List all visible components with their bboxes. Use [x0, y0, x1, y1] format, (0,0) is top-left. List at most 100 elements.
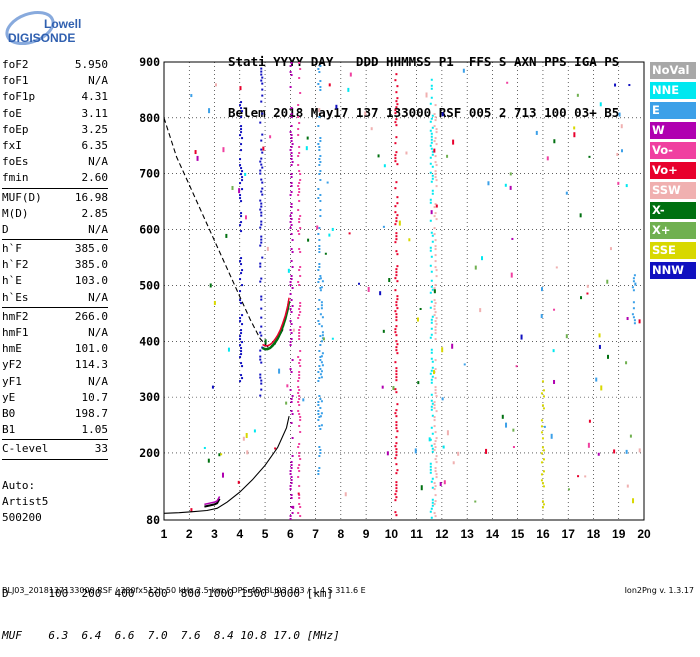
extrapolated-profile-line [163, 117, 289, 348]
legend-item: NNW [650, 262, 696, 279]
echo-point [290, 155, 293, 157]
x-tick-label: 14 [486, 527, 500, 541]
echo-point [431, 501, 434, 504]
echo-point [542, 449, 545, 452]
echo-point [289, 227, 292, 229]
noise-point [479, 308, 482, 313]
echo-point [318, 377, 321, 379]
f-layer-trace-o [262, 297, 290, 347]
echo-point [430, 138, 433, 141]
echo-point [289, 485, 292, 487]
echo-point [239, 104, 242, 107]
echo-point [290, 467, 293, 469]
param-value: N/A [88, 290, 108, 304]
echo-point [240, 200, 243, 203]
echo-point [320, 286, 323, 289]
echo-point [318, 149, 321, 151]
param-row: MUF(D) 16.98 [2, 190, 108, 206]
echo-point [430, 381, 433, 384]
echo-point [431, 174, 434, 177]
echo-point [434, 332, 437, 335]
echo-point [290, 164, 293, 166]
noise-point [208, 108, 211, 114]
noise-point [573, 126, 576, 130]
param-value: 1.05 [81, 423, 109, 437]
x-tick-label: 8 [337, 527, 344, 541]
echo-point [434, 329, 437, 332]
echo-point [396, 352, 399, 355]
noise-point [599, 102, 602, 107]
echo-point [431, 126, 434, 129]
echo-point [290, 152, 293, 154]
echo-point [317, 233, 320, 235]
noise-point [597, 452, 600, 456]
echo-point [260, 325, 263, 328]
echo-point [240, 125, 243, 128]
echo-point [290, 146, 293, 148]
echo-point [259, 226, 262, 229]
echo-point [434, 155, 437, 158]
echo-point [298, 284, 301, 286]
echo-point [290, 218, 293, 220]
version-label: Ion2Png v. 1.3.17 [624, 586, 694, 595]
echo-point [394, 331, 397, 334]
echo-point [395, 346, 398, 349]
echo-point [297, 386, 300, 388]
noise-point [364, 111, 367, 116]
y-tick-label: 700 [139, 167, 160, 181]
echo-point [434, 284, 437, 287]
noise-point [584, 475, 587, 478]
echo-point [298, 362, 301, 364]
param-separator [2, 458, 108, 460]
echo-point [396, 97, 399, 100]
echo-point [395, 124, 398, 127]
echo-point [319, 415, 322, 418]
noise-point [520, 334, 523, 340]
noise-point [462, 68, 465, 73]
echo-point [260, 388, 263, 391]
legend-item: W [650, 122, 696, 139]
param-row: h`Es N/A [2, 290, 108, 306]
echo-point [542, 503, 545, 506]
y-tick-label: 200 [139, 446, 160, 460]
echo-point [298, 398, 301, 400]
echo-point [298, 332, 301, 334]
noise-point [227, 347, 230, 352]
noise-point [218, 453, 221, 457]
x-tick-label: 15 [511, 527, 525, 541]
echo-point [394, 157, 397, 160]
echo-point [394, 499, 397, 502]
echo-point [320, 424, 323, 427]
noise-point [463, 363, 466, 366]
param-row: hmE 101.0 [2, 341, 108, 357]
echo-point [317, 269, 320, 271]
echo-point [430, 141, 433, 144]
echo-point [298, 413, 301, 415]
noise-point [543, 425, 546, 428]
echo-point [433, 206, 436, 209]
echo-point [260, 277, 263, 280]
echo-point [317, 197, 320, 199]
noise-point [398, 220, 401, 226]
echo-point [318, 323, 321, 325]
echo-point [290, 140, 293, 142]
echo-point [319, 200, 322, 202]
echo-point [429, 249, 432, 252]
noise-point [383, 164, 386, 168]
echo-point [434, 104, 437, 107]
echo-point [297, 476, 300, 478]
noise-point [446, 430, 449, 436]
echo-point [396, 196, 399, 199]
echo-point [298, 335, 301, 337]
echo-point [289, 131, 292, 133]
echo-point [395, 370, 398, 373]
noise-point [474, 265, 477, 270]
echo-point [290, 248, 293, 250]
echo-point [260, 238, 263, 241]
y-tick-label: 80 [146, 513, 160, 527]
echo-point [291, 305, 294, 307]
echo-point [319, 398, 322, 400]
echo-point [297, 194, 300, 196]
echo-point [430, 378, 433, 381]
logo-text-lowell: Lowell [44, 17, 81, 31]
